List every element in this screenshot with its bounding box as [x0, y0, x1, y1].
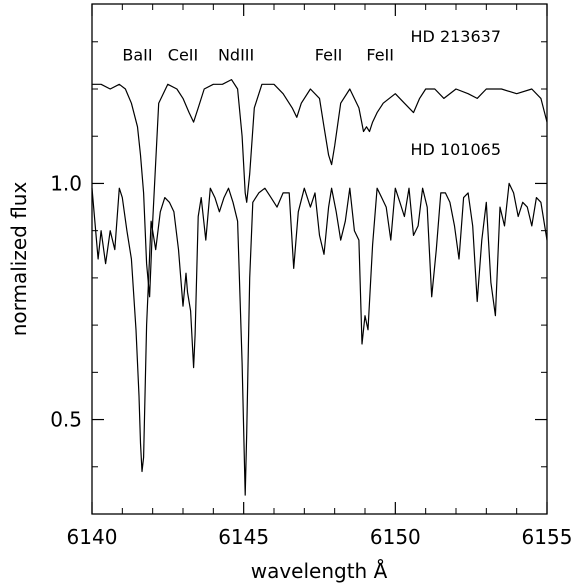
plot-frame — [91, 3, 548, 515]
line-annotation: CeII — [168, 46, 198, 65]
series-label-1: HD 101065 — [411, 140, 502, 159]
y-tick-label: 1.0 — [50, 171, 82, 195]
series-line-0 — [92, 78, 548, 298]
y-axis-label: normalized flux — [7, 182, 31, 337]
label-layer: BaII CeII NdIII FeII FeII — [122, 46, 394, 65]
y-tick-label: 0.5 — [50, 408, 82, 432]
line-annotation: NdIII — [218, 46, 254, 65]
x-tick-label: 6140 — [67, 525, 118, 549]
series-layer: HD 213637 HD 101065 — [91, 27, 548, 496]
series-label-0: HD 213637 — [411, 27, 502, 46]
tick-layer: 6140 6145 6150 6155 0.5 1.0 — [50, 4, 572, 549]
x-axis-label: wavelength Å — [251, 559, 388, 583]
series-line-1 — [91, 182, 548, 496]
line-annotation: FeII — [366, 46, 394, 65]
x-tick-label: 6155 — [522, 525, 573, 549]
line-annotation: FeII — [315, 46, 343, 65]
line-annotation: BaII — [122, 46, 152, 65]
x-tick-label: 6150 — [370, 525, 421, 549]
x-tick-label: 6145 — [218, 525, 269, 549]
